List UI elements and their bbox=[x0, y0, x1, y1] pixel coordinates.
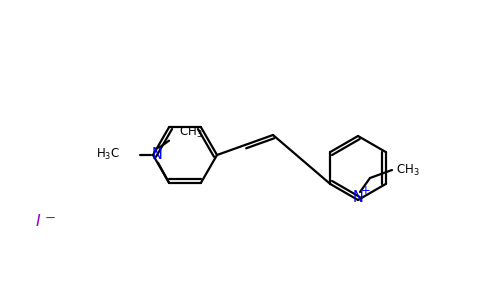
Text: N: N bbox=[352, 190, 363, 205]
Text: +: + bbox=[361, 184, 371, 197]
Text: N: N bbox=[151, 147, 163, 162]
Text: CH$_3$: CH$_3$ bbox=[396, 162, 420, 178]
Text: I: I bbox=[36, 214, 40, 230]
Text: CH$_3$: CH$_3$ bbox=[179, 125, 203, 140]
Text: −: − bbox=[45, 212, 56, 224]
Text: H$_3$C: H$_3$C bbox=[96, 147, 120, 162]
